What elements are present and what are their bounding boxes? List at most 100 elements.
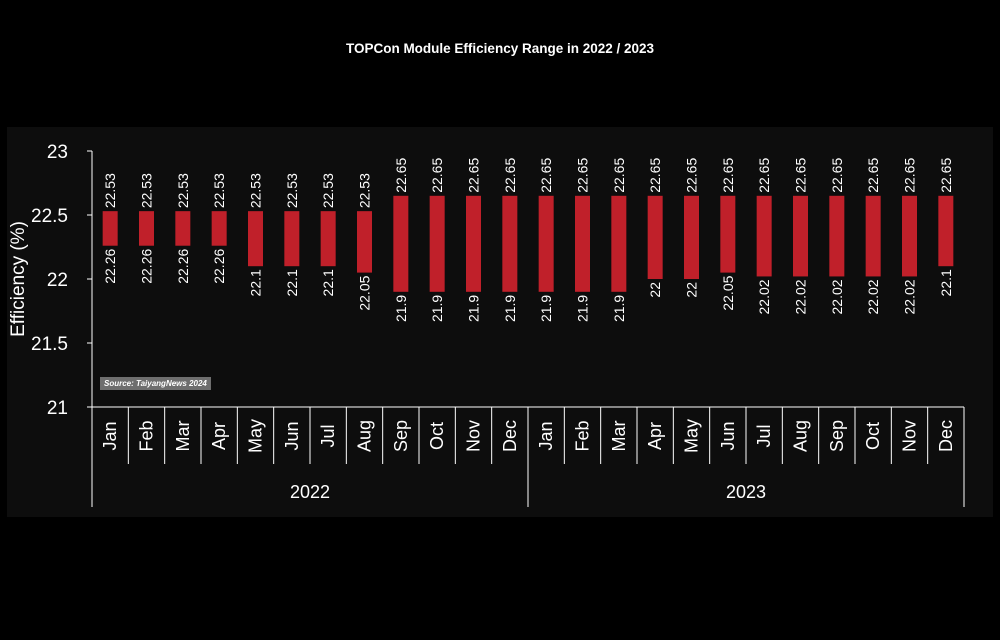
axes: 21 21.5 22 22.5 23 Jan Feb Mar Apr May Jun Jul Aug Se…: [31, 142, 965, 507]
bar: [175, 211, 191, 246]
data-label-max: 22.65: [902, 158, 918, 193]
x-tick-label-feb: Feb: [137, 420, 157, 451]
bar: [284, 211, 300, 267]
bar: [248, 211, 263, 267]
bar: [320, 211, 336, 267]
bar: [938, 195, 954, 267]
plot-panel: [7, 127, 993, 517]
data-label-max: 22.65: [429, 158, 445, 193]
data-label-max: 22.53: [320, 173, 336, 208]
source-annotation: Source: TaiyangNews 2024: [100, 377, 211, 390]
data-label-min: 22.02: [756, 279, 772, 314]
group-label-2023: 2023: [726, 482, 766, 502]
data-label-min: 22.02: [865, 279, 881, 314]
bar: [902, 195, 917, 277]
x-tick-label-oct: Oct: [863, 422, 883, 450]
data-label-max: 22.65: [575, 158, 591, 193]
data-label-max: 22.65: [611, 158, 627, 193]
bar: [575, 195, 590, 292]
bar: [684, 195, 699, 279]
x-tick-label-jun: Jun: [282, 421, 302, 450]
x-tick-label-apr: Apr: [209, 422, 229, 450]
data-label-max: 22.53: [248, 173, 264, 208]
data-label-min: 21.9: [393, 295, 409, 322]
x-tick-label-sep: Sep: [827, 420, 847, 452]
y-axis-label: Efficiency (%): [8, 221, 29, 337]
data-label-max: 22.65: [393, 158, 409, 193]
data-label-max: 22.65: [720, 158, 736, 193]
data-label-min: 22.1: [248, 269, 264, 296]
x-tick-label-may: May: [682, 419, 702, 453]
data-label-max: 22.65: [865, 158, 881, 193]
data-label-min: 22.02: [902, 279, 918, 314]
data-label-min: 22: [684, 282, 700, 298]
data-label-min: 21.9: [575, 295, 591, 322]
data-label-min: 22.1: [938, 269, 954, 296]
bar: [102, 211, 118, 246]
data-label-max: 22.65: [647, 158, 663, 193]
data-label-min: 22.1: [284, 269, 300, 296]
data-label-min: 22.05: [357, 275, 373, 310]
data-label-min: 21.9: [429, 295, 445, 322]
data-label-max: 22.53: [102, 173, 118, 208]
data-label-max: 22.53: [357, 173, 373, 208]
y-tick-label: 23: [47, 142, 68, 163]
data-label-min: 21.9: [611, 295, 627, 322]
bar: [429, 195, 445, 292]
data-label-max: 22.53: [175, 173, 191, 208]
bar: [393, 195, 409, 292]
data-label-max: 22.53: [211, 173, 227, 208]
data-label-min: 22: [647, 282, 663, 298]
y-tick-label: 21: [47, 398, 68, 419]
y-tick-label: 21.5: [31, 334, 68, 355]
x-tick-label-sep: Sep: [391, 420, 411, 452]
data-label-max: 22.65: [793, 158, 809, 193]
bars: [102, 195, 954, 292]
x-tick-label-may: May: [246, 419, 266, 453]
data-label-min: 22.26: [211, 249, 227, 284]
data-label-max: 22.65: [938, 158, 954, 193]
data-label-max: 22.53: [139, 173, 155, 208]
x-tick-label-nov: Nov: [464, 420, 484, 452]
data-label-min: 21.9: [502, 295, 518, 322]
data-label-min: 21.9: [538, 295, 554, 322]
x-tick-label-aug: Aug: [355, 420, 375, 452]
bar: [502, 195, 518, 292]
x-tick-label-dec: Dec: [936, 420, 956, 452]
x-tick-label-feb: Feb: [573, 420, 593, 451]
data-labels: 22.53 22.26 22.53 22.26 22.53 22.26 22.53 22.26…: [102, 158, 954, 322]
bar: [538, 195, 554, 292]
x-tick-label-apr: Apr: [645, 422, 665, 450]
bar: [793, 195, 808, 277]
x-tick-label-nov: Nov: [900, 420, 920, 452]
chart-title: TOPCon Module Efficiency Range in 2022 /…: [345, 41, 655, 56]
data-label-min: 22.1: [320, 269, 336, 296]
data-label-min: 22.02: [793, 279, 809, 314]
bar: [720, 195, 736, 273]
bar: [211, 211, 227, 246]
bar: [139, 211, 154, 246]
data-label-max: 22.65: [466, 158, 482, 193]
x-tick-label-jun: Jun: [718, 421, 738, 450]
x-tick-label-mar: Mar: [173, 420, 193, 451]
data-label-max: 22.65: [502, 158, 518, 193]
group-label-2022: 2022: [290, 482, 330, 502]
data-label-min: 22.02: [829, 279, 845, 314]
data-label-min: 22.26: [139, 249, 155, 284]
x-tick-label-jan: Jan: [100, 421, 120, 450]
x-tick-label-oct: Oct: [427, 422, 447, 450]
x-tick-label-jan: Jan: [536, 421, 556, 450]
bar: [756, 195, 772, 277]
bar: [466, 195, 481, 292]
x-tick-label-dec: Dec: [500, 420, 520, 452]
bar: [829, 195, 845, 277]
x-tick-label-mar: Mar: [609, 420, 629, 451]
data-label-max: 22.65: [538, 158, 554, 193]
data-label-max: 22.53: [284, 173, 300, 208]
bar: [611, 195, 627, 292]
data-label-min: 22.26: [175, 249, 191, 284]
x-tick-label-jul: Jul: [754, 424, 774, 447]
bar: [865, 195, 881, 277]
data-label-max: 22.65: [756, 158, 772, 193]
